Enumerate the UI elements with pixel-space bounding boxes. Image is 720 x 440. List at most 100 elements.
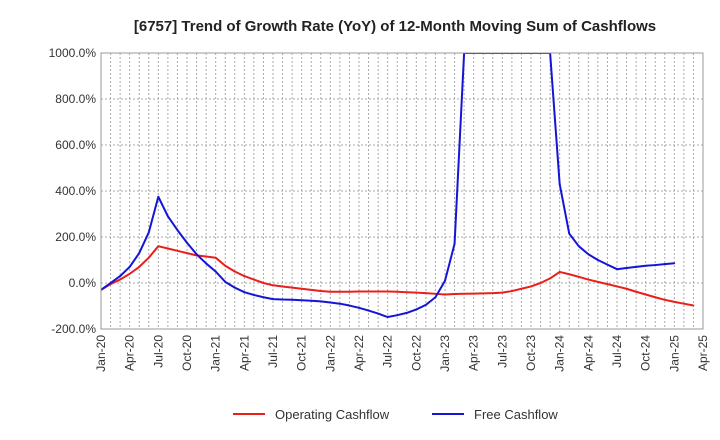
operating-cashflow-point	[625, 287, 628, 290]
operating-cashflow-point	[596, 280, 599, 283]
y-tick-label: 200.0%	[55, 230, 96, 244]
operating-cashflow-point	[348, 290, 351, 293]
free-cashflow-point	[119, 275, 122, 277]
operating-cashflow-point	[520, 287, 523, 290]
free-cashflow-point	[386, 316, 389, 318]
operating-cashflow-point	[138, 266, 141, 268]
x-tick-label: Oct-20	[180, 335, 194, 371]
operating-cashflow-point	[272, 284, 274, 287]
free-cashflow-point	[568, 232, 571, 235]
operating-cashflow-point	[262, 282, 265, 284]
free-cashflow-point	[444, 279, 446, 282]
free-cashflow-point	[625, 267, 628, 269]
operating-cashflow-point	[358, 290, 360, 293]
x-tick-label: Jul-21	[266, 335, 280, 368]
x-tick-label: Apr-22	[352, 335, 366, 371]
free-cashflow-point	[338, 302, 341, 305]
free-cashflow-point	[654, 264, 657, 266]
free-cashflow-point	[291, 298, 294, 301]
operating-cashflow-point	[319, 290, 322, 292]
x-tick-label: Jan-20	[94, 335, 108, 372]
x-tick-label: Apr-20	[123, 335, 137, 371]
free-cashflow-point	[281, 298, 284, 301]
operating-cashflow-point	[501, 291, 504, 294]
operating-cashflow-point	[491, 292, 494, 295]
free-cashflow-point	[310, 299, 313, 302]
free-cashflow-point	[319, 300, 322, 303]
operating-cashflow-point	[128, 272, 131, 275]
free-cashflow-point	[396, 314, 399, 317]
operating-cashflow-point	[539, 282, 542, 284]
operating-cashflow-point	[291, 286, 294, 289]
free-cashflow-point	[587, 253, 590, 256]
operating-cashflow-point	[338, 290, 341, 293]
x-tick-label: Jul-22	[381, 335, 395, 368]
free-cashflow-point	[147, 231, 150, 234]
operating-cashflow-point	[682, 302, 685, 305]
x-tick-label: Jan-21	[209, 335, 223, 372]
operating-cashflow-line	[101, 245, 694, 307]
free-cashflow-point	[166, 215, 169, 218]
operating-cashflow-point	[482, 292, 485, 295]
operating-cashflow-point	[157, 245, 160, 248]
free-cashflow-point	[176, 229, 179, 232]
operating-cashflow-point	[186, 252, 188, 255]
free-cashflow-point	[138, 252, 141, 255]
operating-cashflow-point	[472, 292, 475, 295]
x-tick-label: Jul-20	[151, 335, 165, 368]
free-cashflow-point	[415, 308, 418, 311]
x-tick-label: Apr-23	[467, 335, 481, 371]
free-cashflow-point	[233, 286, 236, 289]
x-tick-label: Oct-21	[295, 335, 309, 371]
operating-cashflow-point	[415, 291, 418, 294]
operating-cashflow-point	[281, 285, 284, 288]
x-tick-label: Jul-24	[610, 335, 624, 368]
operating-cashflow-point	[510, 290, 513, 292]
operating-cashflow-point	[558, 271, 561, 273]
x-tick-label: Jan-25	[667, 335, 681, 372]
x-tick-label: Apr-21	[237, 335, 251, 371]
free-cashflow-point	[596, 259, 599, 261]
free-cashflow-point	[300, 299, 303, 302]
operating-cashflow-point	[644, 293, 647, 296]
x-tick-label: Apr-24	[581, 335, 595, 371]
free-cashflow-point	[252, 294, 255, 296]
operating-cashflow-point	[205, 255, 208, 258]
x-tick-label: Jan-22	[323, 335, 337, 372]
operating-cashflow-point	[233, 270, 236, 273]
free-cashflow-point	[577, 245, 580, 248]
free-cashflow-point	[644, 264, 647, 267]
operating-cashflow-point	[577, 275, 580, 278]
y-tick-label: 1000.0%	[49, 46, 97, 60]
x-tick-label: Oct-24	[639, 335, 653, 371]
operating-cashflow-point	[224, 264, 227, 267]
free-cashflow-point	[558, 183, 561, 186]
operating-cashflow-point	[692, 304, 695, 307]
free-cashflow-point	[262, 296, 265, 299]
operating-cashflow-point	[300, 287, 303, 290]
series-layer	[101, 53, 695, 319]
free-cashflow-legend-label: Free Cashflow	[474, 407, 558, 422]
operating-cashflow-point	[214, 256, 217, 259]
free-cashflow-point	[663, 263, 666, 266]
free-cashflow-point	[635, 266, 638, 268]
operating-cashflow-point	[568, 273, 571, 276]
free-cashflow-point	[109, 282, 112, 284]
y-tick-label: 400.0%	[55, 184, 96, 198]
free-cashflow-point	[214, 270, 217, 273]
operating-cashflow-point	[424, 292, 427, 295]
free-cashflow-point	[243, 291, 246, 294]
y-tick-label: 800.0%	[55, 92, 96, 106]
operating-cashflow-point	[444, 293, 446, 296]
free-cashflow-point	[405, 312, 408, 314]
free-cashflow-point	[367, 309, 370, 312]
free-cashflow-point	[157, 195, 160, 198]
operating-cashflow-point	[119, 278, 122, 281]
operating-cashflow-point	[606, 283, 609, 286]
free-cashflow-point	[424, 303, 427, 306]
operating-cashflow-point	[396, 290, 399, 293]
operating-cashflow-point	[310, 289, 313, 291]
free-cashflow-point	[673, 262, 676, 265]
operating-cashflow-point	[530, 285, 532, 288]
